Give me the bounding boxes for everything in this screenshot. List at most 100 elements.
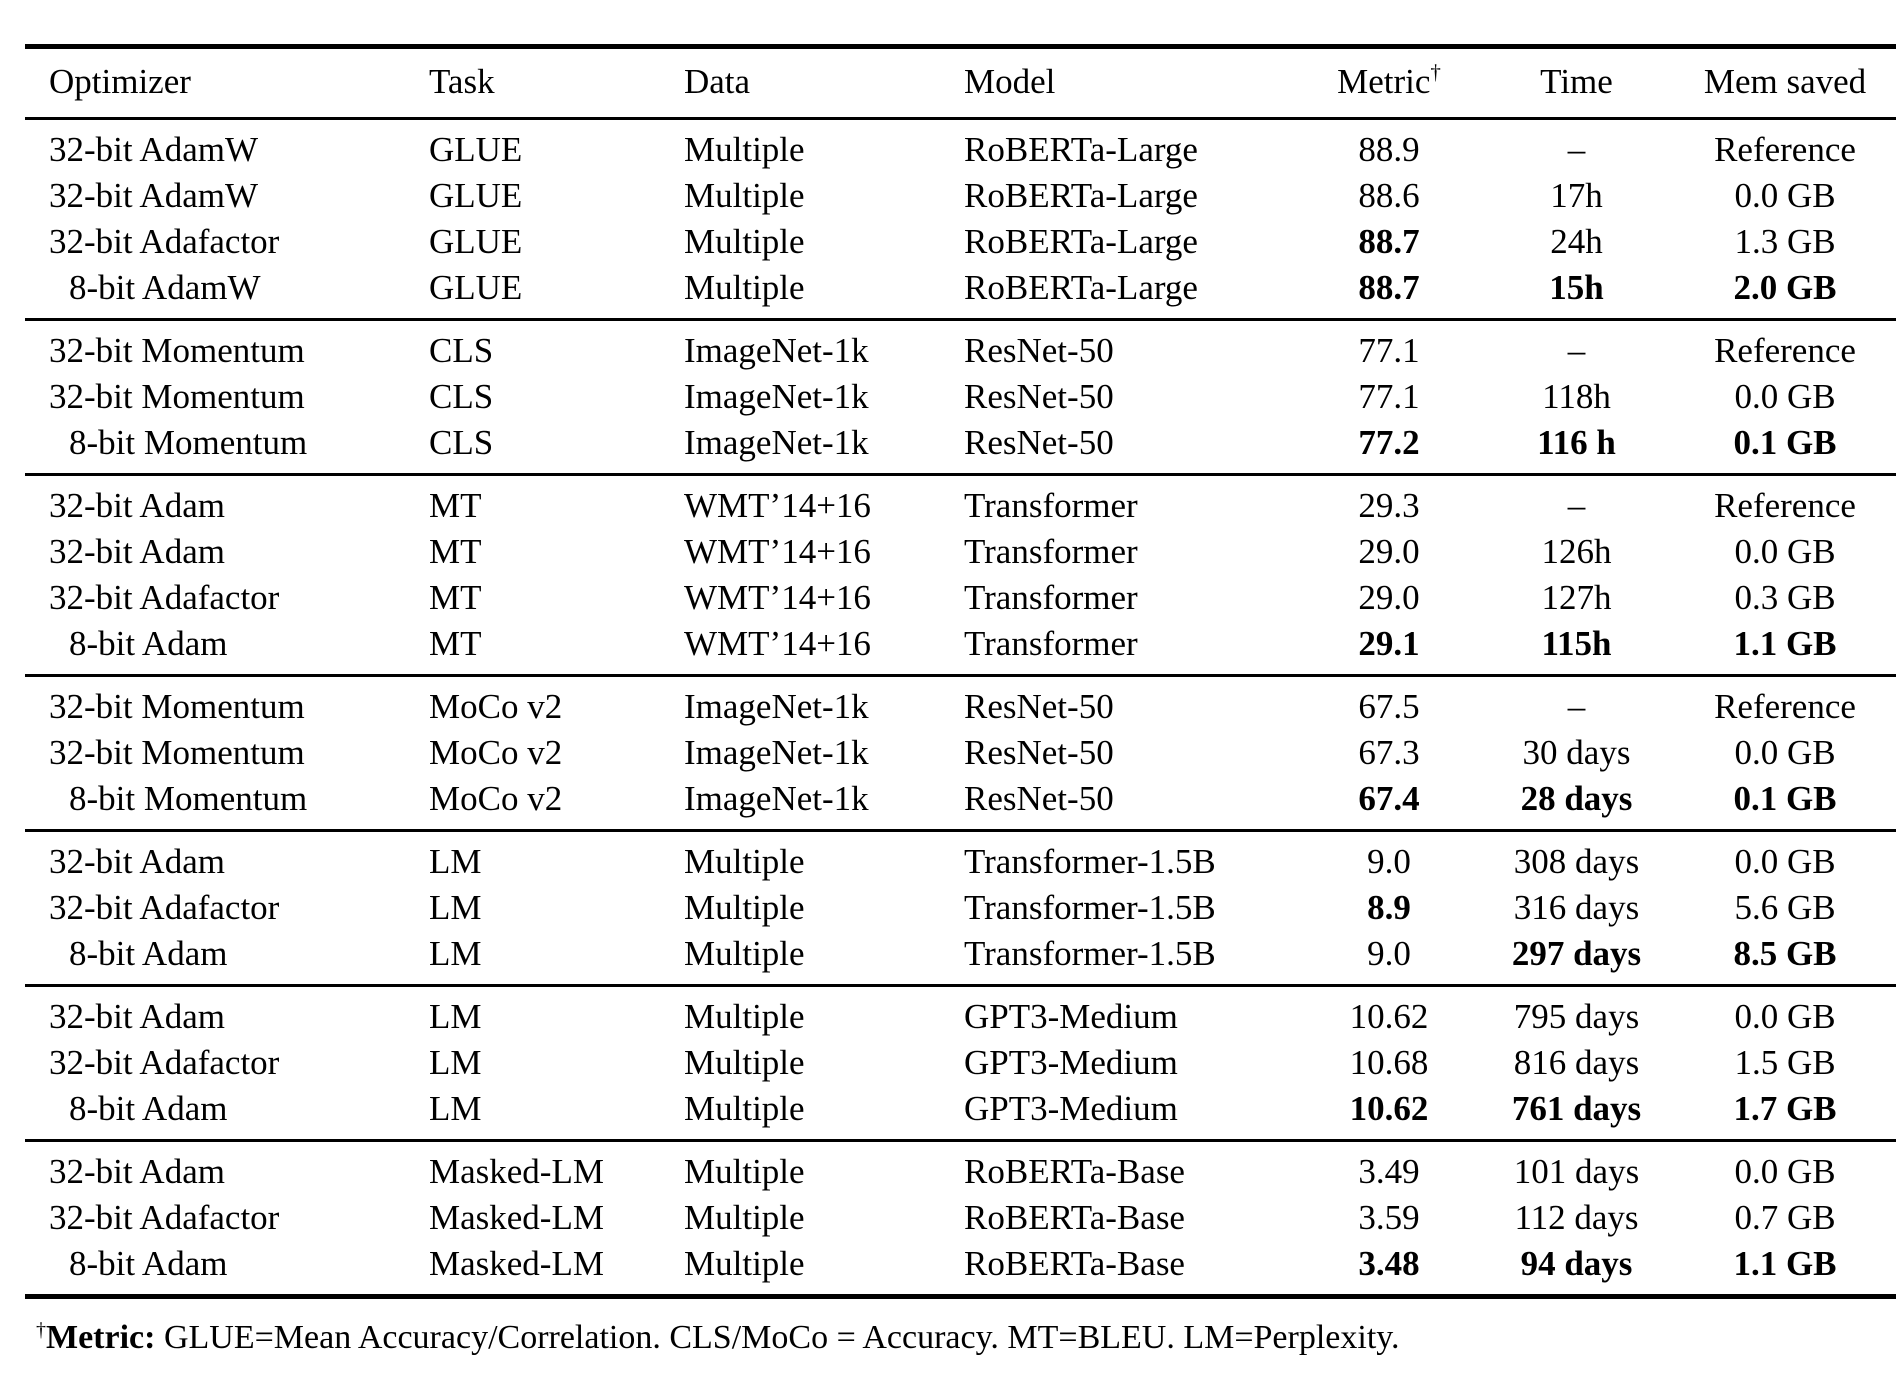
col-header-optimizer: Optimizer bbox=[49, 62, 191, 101]
cell-optimizer: 32-bit AdamW bbox=[49, 130, 258, 169]
row-group-3: 32-bit Adam MT WMT’14+16 Transformer 29.3 – Re… bbox=[25, 474, 1896, 676]
cell-mem-saved: Reference bbox=[1714, 130, 1856, 169]
cell-model: ResNet-50 bbox=[964, 377, 1114, 416]
cell-mem-saved: 0.0 GB bbox=[1734, 997, 1836, 1036]
cell-model: ResNet-50 bbox=[964, 331, 1114, 370]
table-row: 32-bit AdamW GLUE Multiple RoBERTa-Large 88.… bbox=[25, 119, 1896, 174]
cell-task: CLS bbox=[429, 423, 494, 462]
cell-mem-saved: 2.0 GB bbox=[1733, 268, 1837, 307]
cell-data: Multiple bbox=[684, 268, 805, 307]
cell-model: Transformer-1.5B bbox=[964, 842, 1216, 881]
cell-optimizer: 8-bit Adam bbox=[69, 1089, 228, 1128]
cell-model: RoBERTa-Large bbox=[964, 222, 1198, 261]
cell-time: 24h bbox=[1550, 222, 1603, 261]
cell-data: Multiple bbox=[684, 222, 805, 261]
cell-task: LM bbox=[429, 842, 482, 881]
cell-data: ImageNet-1k bbox=[684, 687, 869, 726]
cell-time: 17h bbox=[1550, 176, 1603, 215]
cell-metric: 77.2 bbox=[1358, 423, 1420, 462]
table-row: 32-bit Momentum MoCo v2 ImageNet-1k ResNet-… bbox=[25, 730, 1896, 776]
cell-optimizer: 32-bit Momentum bbox=[49, 687, 305, 726]
cell-optimizer: 8-bit Momentum bbox=[69, 423, 308, 462]
cell-model: Transformer bbox=[964, 624, 1138, 663]
col-header-mem-saved: Mem saved bbox=[1703, 62, 1867, 101]
cell-mem-saved: 8.5 GB bbox=[1733, 934, 1837, 973]
cell-metric: 3.48 bbox=[1358, 1244, 1420, 1283]
cell-optimizer: 32-bit Momentum bbox=[49, 377, 305, 416]
cell-task: MoCo v2 bbox=[429, 733, 563, 772]
header-row: Optimizer Task Data Model Metric† Time M… bbox=[25, 47, 1896, 119]
cell-mem-saved: Reference bbox=[1714, 486, 1856, 525]
cell-data: Multiple bbox=[684, 1089, 805, 1128]
cell-time: – bbox=[1567, 687, 1586, 726]
cell-model: RoBERTa-Large bbox=[964, 268, 1198, 307]
cell-metric: 10.62 bbox=[1349, 997, 1429, 1036]
cell-metric: 88.7 bbox=[1358, 222, 1420, 261]
cell-time: – bbox=[1567, 331, 1586, 370]
cell-optimizer: 32-bit Adafactor bbox=[49, 1198, 280, 1237]
cell-data: WMT’14+16 bbox=[684, 578, 871, 617]
cell-metric: 8.9 bbox=[1367, 888, 1411, 927]
cell-time: 115h bbox=[1541, 624, 1612, 663]
cell-metric: 67.4 bbox=[1358, 779, 1420, 818]
cell-mem-saved: 0.0 GB bbox=[1734, 733, 1836, 772]
cell-data: WMT’14+16 bbox=[684, 624, 871, 663]
table-row: 32-bit Momentum CLS ImageNet-1k ResNet-50 77… bbox=[25, 374, 1896, 420]
cell-metric: 3.49 bbox=[1358, 1152, 1420, 1191]
cell-mem-saved: 1.1 GB bbox=[1733, 624, 1837, 663]
cell-data: Multiple bbox=[684, 1244, 805, 1283]
cell-time: 297 days bbox=[1511, 934, 1642, 973]
row-group-7: 32-bit Adam Masked-LM Multiple RoBERTa-Base… bbox=[25, 1140, 1896, 1297]
cell-time: 15h bbox=[1549, 268, 1604, 307]
table-row: 32-bit Momentum CLS ImageNet-1k ResNet-50 77… bbox=[25, 320, 1896, 375]
table-row: 8-bit Momentum CLS ImageNet-1k ResNet-50 77.… bbox=[25, 420, 1896, 475]
cell-data: ImageNet-1k bbox=[684, 331, 869, 370]
cell-data: Multiple bbox=[684, 1198, 805, 1237]
cell-task: MT bbox=[429, 486, 482, 525]
cell-mem-saved: 1.5 GB bbox=[1734, 1043, 1836, 1082]
cell-mem-saved: 1.3 GB bbox=[1734, 222, 1836, 261]
cell-optimizer: 32-bit Adafactor bbox=[49, 222, 280, 261]
cell-task: MoCo v2 bbox=[429, 779, 563, 818]
cell-data: ImageNet-1k bbox=[684, 733, 869, 772]
cell-optimizer: 32-bit Adafactor bbox=[49, 1043, 280, 1082]
cell-data: Multiple bbox=[684, 997, 805, 1036]
cell-metric: 29.3 bbox=[1358, 486, 1420, 525]
cell-task: GLUE bbox=[429, 130, 523, 169]
cell-time: 28 days bbox=[1520, 779, 1633, 818]
cell-task: Masked-LM bbox=[429, 1152, 604, 1191]
cell-model: ResNet-50 bbox=[964, 733, 1114, 772]
cell-task: CLS bbox=[429, 377, 494, 416]
cell-task: MT bbox=[429, 532, 482, 571]
cell-optimizer: 32-bit Adam bbox=[49, 1152, 225, 1191]
cell-model: RoBERTa-Base bbox=[964, 1198, 1185, 1237]
cell-optimizer: 32-bit Adam bbox=[49, 842, 225, 881]
cell-data: Multiple bbox=[684, 934, 805, 973]
cell-model: GPT3-Medium bbox=[964, 1089, 1178, 1128]
cell-data: ImageNet-1k bbox=[684, 779, 869, 818]
cell-optimizer: 8-bit Adam bbox=[69, 624, 228, 663]
cell-task: MoCo v2 bbox=[429, 687, 563, 726]
cell-metric: 3.59 bbox=[1358, 1198, 1420, 1237]
table-row: 32-bit Adafactor MT WMT’14+16 Transformer 29… bbox=[25, 575, 1896, 621]
cell-task: LM bbox=[429, 888, 482, 927]
cell-data: WMT’14+16 bbox=[684, 532, 871, 571]
cell-optimizer: 8-bit AdamW bbox=[69, 268, 261, 307]
cell-metric: 77.1 bbox=[1358, 331, 1420, 370]
cell-model: RoBERTa-Large bbox=[964, 130, 1198, 169]
table-row: 32-bit Adafactor GLUE Multiple RoBERTa-Larg… bbox=[25, 219, 1896, 265]
cell-optimizer: 32-bit AdamW bbox=[49, 176, 258, 215]
cell-mem-saved: 0.1 GB bbox=[1733, 423, 1837, 462]
cell-task: CLS bbox=[429, 331, 494, 370]
col-header-time: Time bbox=[1540, 62, 1613, 101]
cell-model: Transformer bbox=[964, 578, 1138, 617]
cell-task: LM bbox=[429, 1043, 482, 1082]
cell-metric: 88.6 bbox=[1358, 176, 1420, 215]
table-row: 8-bit Adam Masked-LM Multiple RoBERTa-Base 3… bbox=[25, 1241, 1896, 1297]
cell-task: MT bbox=[429, 578, 482, 617]
cell-optimizer: 32-bit Momentum bbox=[49, 733, 305, 772]
cell-mem-saved: Reference bbox=[1714, 687, 1856, 726]
cell-metric: 9.0 bbox=[1367, 934, 1411, 973]
cell-data: Multiple bbox=[684, 1152, 805, 1191]
cell-metric: 29.0 bbox=[1358, 578, 1420, 617]
